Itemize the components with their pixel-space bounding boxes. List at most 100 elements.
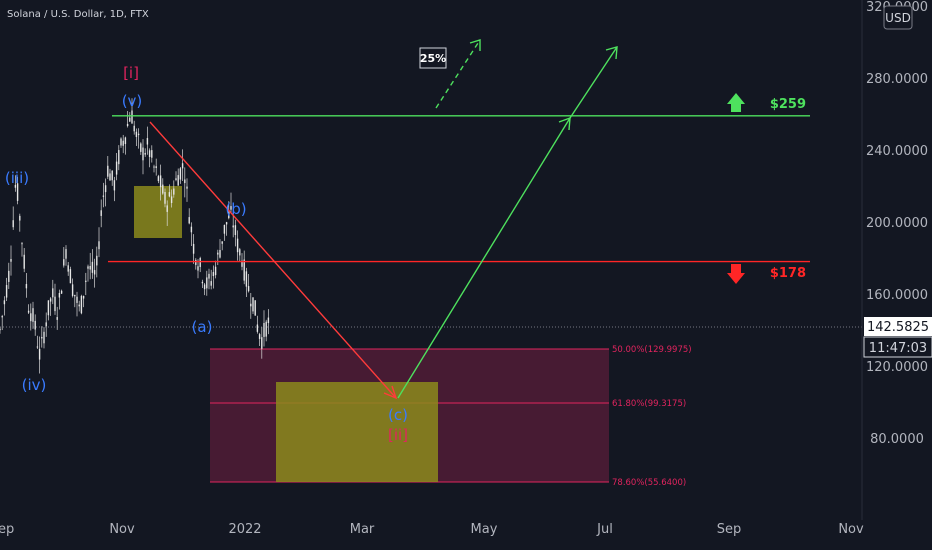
candle-body [146, 138, 149, 145]
candle-body [263, 322, 265, 337]
down-arrow-icon [727, 264, 745, 284]
candle-body [144, 152, 146, 155]
candle-body [25, 283, 28, 289]
fib-label: 78.60%(55.6400) [612, 478, 686, 488]
candle-body [104, 185, 107, 193]
candle-body [252, 297, 254, 312]
candle-body [41, 336, 43, 339]
fib-label: 50.00%(129.9975) [612, 345, 692, 355]
candle-body [89, 265, 91, 270]
candle-body [142, 147, 144, 161]
price-axis-tick: 200.0000 [866, 216, 928, 231]
candle-body [76, 296, 78, 303]
candle-body [245, 271, 248, 287]
consolidation-box [134, 186, 182, 238]
candle-body [91, 261, 94, 273]
candle-body [113, 180, 116, 191]
candle-body [219, 250, 221, 258]
candle-body [192, 243, 195, 254]
candle-body [162, 184, 164, 194]
candle-body [168, 192, 171, 197]
candle-body [49, 298, 52, 302]
candle-body [58, 292, 61, 298]
wave-label-v: (v) [122, 92, 143, 110]
price-axis: 80.0000 120.0000 160.0000 200.0000 240.0000 2… [866, 0, 928, 447]
down-projection-arrow [149, 121, 397, 399]
up-projection-arrow-1 [397, 117, 571, 399]
candle-body [56, 317, 58, 320]
alt-projection-arrow [435, 39, 481, 109]
price-axis-tick: 80.0000 [870, 432, 924, 447]
price-axis-tick: 120.0000 [866, 360, 928, 375]
candle-body [184, 179, 186, 184]
candle-body [212, 272, 215, 277]
candle-body [155, 166, 157, 169]
candle-body [188, 217, 190, 224]
candle-body [1, 316, 3, 318]
time-axis-tick: 2022 [228, 522, 261, 537]
time-axis: Sep Nov 2022 Mar May Jul Sep Nov [0, 522, 864, 537]
candle-body [177, 175, 179, 186]
candle-body [131, 110, 133, 124]
candle-body [10, 258, 12, 262]
candle-body [258, 334, 261, 339]
symbol-title: Solana / U.S. Dollar, 1D, FTX [7, 9, 149, 20]
candle-body [159, 175, 162, 188]
price-axis-tick: 280.0000 [866, 72, 928, 87]
candle-body [190, 226, 193, 233]
candle-body [47, 300, 50, 316]
candle-body [197, 266, 199, 271]
candle-body [157, 176, 160, 182]
candle-body [230, 206, 232, 210]
current-price-tag: 142.5825 11:47:03 [863, 317, 932, 358]
candle-body [170, 196, 173, 204]
candle-body [124, 137, 127, 145]
candle-body [243, 259, 245, 281]
candle-body [100, 210, 102, 216]
time-axis-tick: Nov [109, 522, 135, 537]
candle-body [129, 117, 131, 122]
time-axis-tick: May [471, 522, 498, 537]
wave-label-a: (a) [192, 318, 213, 336]
candle-body [151, 150, 153, 158]
up-arrowhead-2 [605, 46, 618, 60]
candle-body [181, 163, 184, 169]
candle-body [43, 331, 45, 344]
candle-body [111, 170, 113, 181]
candle-body [228, 212, 230, 219]
candle-body [102, 195, 105, 197]
candle-body [60, 290, 63, 294]
candle-body [265, 321, 267, 337]
candle-body [21, 243, 23, 245]
wave-label-iv: (iv) [22, 376, 47, 394]
candle-body [148, 150, 151, 157]
candle-body [133, 125, 135, 132]
candle-body [67, 265, 69, 272]
candle-body [3, 300, 6, 305]
fib-label: 61.80%(99.3175) [612, 399, 686, 409]
candle-body [239, 249, 241, 256]
time-axis-tick: Nov [838, 522, 864, 537]
candle-body [19, 215, 21, 221]
candle-body [250, 303, 252, 307]
candle-body [256, 324, 259, 332]
candle-body [0, 328, 1, 331]
wave-label-c: (c) [388, 406, 408, 424]
time-axis-tick: Mar [350, 522, 375, 537]
wave-label-b: (b) [225, 200, 246, 218]
candle-body [241, 260, 243, 267]
candle-body [96, 255, 98, 266]
candle-body [23, 254, 25, 269]
candle-body [214, 266, 217, 276]
probability-label: 25% [420, 52, 446, 65]
candle-body [16, 183, 19, 201]
current-price-value: 142.5825 [867, 320, 929, 335]
time-axis-tick: Sep [717, 522, 742, 537]
candle-body [175, 178, 177, 180]
currency-badge[interactable] [883, 5, 913, 30]
candle-body [137, 133, 140, 136]
alt-arrowhead [469, 39, 481, 51]
wave-labels: [i] (v) (iii) (iv) (a) (b) (c) [ii] [5, 64, 408, 444]
wave-label-ii: [ii] [388, 426, 408, 444]
